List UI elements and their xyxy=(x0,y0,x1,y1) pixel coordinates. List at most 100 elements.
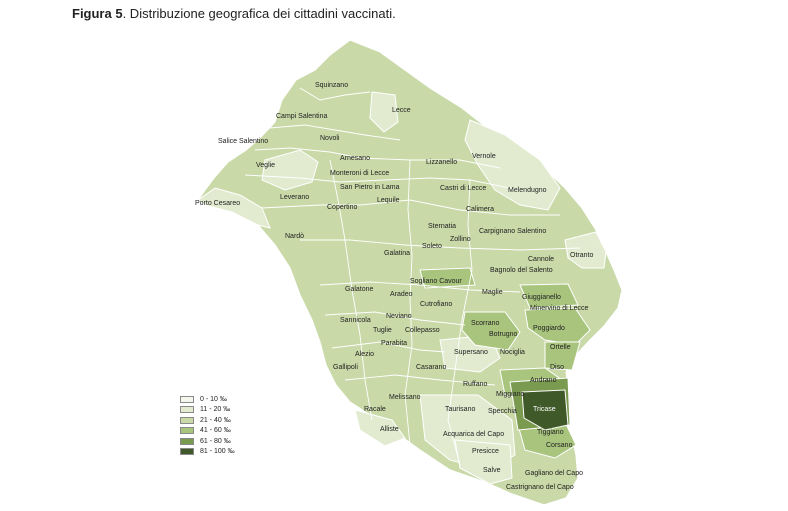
figure-title: . Distribuzione geografica dei cittadini… xyxy=(122,6,396,21)
legend-item: 61 - 80 ‰ xyxy=(180,436,235,446)
label-andrano: Andrano xyxy=(530,377,557,384)
label-neviano: Neviano xyxy=(386,313,412,320)
legend-swatch xyxy=(180,416,194,424)
region-veglie xyxy=(261,149,319,191)
label-miggiano: Miggiano xyxy=(496,391,525,398)
region-giuggianello xyxy=(519,283,579,309)
label-otranto: Otranto xyxy=(570,252,593,259)
label-calimera: Calimera xyxy=(466,206,494,213)
label-supersano: Supersano xyxy=(454,349,488,356)
place-labels: Squinzano Lecce Campi Salentina Novoli S… xyxy=(195,82,593,491)
legend-label: 11 - 20 ‰ xyxy=(200,406,231,413)
label-minervino-di-lecce: Minervino di Lecce xyxy=(530,305,588,312)
figure-number: Figura 5 xyxy=(72,6,123,21)
label-lizzanello: Lizzanello xyxy=(426,159,457,166)
label-corsano: Corsano xyxy=(546,442,573,449)
label-leverano: Leverano xyxy=(280,194,309,201)
region-scorrano xyxy=(461,311,521,351)
legend-label: 41 - 60 ‰ xyxy=(200,427,231,434)
label-melissano: Melissano xyxy=(389,394,421,401)
legend-item: 21 - 40 ‰ xyxy=(180,415,235,425)
label-alliste: Alliste xyxy=(380,426,399,433)
legend-item: 11 - 20 ‰ xyxy=(180,405,235,415)
legend-label: 61 - 80 ‰ xyxy=(200,437,231,445)
label-lecce: Lecce xyxy=(392,107,411,114)
label-casarano: Casarano xyxy=(416,364,446,371)
region-vernole-melendugno xyxy=(464,119,561,211)
label-sternatia: Sternatia xyxy=(428,223,456,230)
label-veglie: Veglie xyxy=(256,162,275,169)
label-cannole: Cannole xyxy=(528,256,554,263)
region-tricase xyxy=(521,389,569,431)
region-sogliano xyxy=(419,267,476,289)
label-bagnolo-del-salento: Bagnolo del Salento xyxy=(490,267,553,274)
label-campi-salentina: Campi Salentina xyxy=(276,113,327,120)
map-legend: 0 - 10 ‰ 11 - 20 ‰ 21 - 40 ‰ 41 - 60 ‰ 6… xyxy=(180,394,235,457)
region-ortelle xyxy=(544,341,581,371)
label-arnesano: Arnesano xyxy=(340,155,370,162)
label-gagliano-del-capo: Gagliano del Capo xyxy=(525,470,583,477)
label-alezio: Alezio xyxy=(355,351,374,358)
label-salice-salentino: Salice Salentino xyxy=(218,138,268,145)
label-sannicola: Sannicola xyxy=(340,317,371,324)
municipal-boundaries xyxy=(244,87,581,466)
label-squinzano: Squinzano xyxy=(315,82,348,89)
region-otranto xyxy=(564,231,607,269)
label-melendugno: Melendugno xyxy=(508,187,547,194)
label-botrugno: Botrugno xyxy=(489,331,518,338)
label-presicce: Presicce xyxy=(472,448,499,455)
label-vernole: Vernole xyxy=(472,153,496,160)
label-castrignano-del-capo: Castrignano del Capo xyxy=(506,484,574,491)
label-san-pietro-in-lama: San Pietro in Lama xyxy=(340,184,400,191)
label-nociglia: Nociglia xyxy=(500,349,525,356)
region-lecce-city xyxy=(369,91,399,133)
label-tiggiano: Tiggiano xyxy=(537,429,564,436)
label-galatone: Galatone xyxy=(345,286,374,293)
label-lequile: Lequile xyxy=(377,197,400,204)
figure-caption: Figura 5. Distribuzione geografica dei c… xyxy=(72,6,396,21)
label-novoli: Novoli xyxy=(320,135,340,142)
label-zollino: Zollino xyxy=(450,236,471,243)
label-maglie: Maglie xyxy=(482,289,503,296)
legend-label: 81 - 100 ‰ xyxy=(200,448,235,455)
label-tricase: Tricase xyxy=(533,406,556,413)
legend-swatch xyxy=(180,427,194,434)
legend-item: 41 - 60 ‰ xyxy=(180,426,235,436)
label-galatina: Galatina xyxy=(384,250,410,257)
region-presicce-salve xyxy=(454,439,513,485)
region-alliste xyxy=(354,409,406,447)
label-sogliano-cavour: Sogliano Cavour xyxy=(410,278,462,285)
label-tuglie: Tuglie xyxy=(373,327,392,334)
label-copertino: Copertino xyxy=(327,204,357,211)
region-porto-cesareo xyxy=(197,187,271,229)
label-collepasso: Collepasso xyxy=(405,327,440,334)
legend-item: 0 - 10 ‰ xyxy=(180,394,235,404)
label-taurisano: Taurisano xyxy=(445,406,475,413)
label-scorrano: Scorrano xyxy=(471,320,500,327)
label-salve: Salve xyxy=(483,467,501,474)
label-ruffano: Ruffano xyxy=(463,381,487,388)
label-cutrofiano: Cutrofiano xyxy=(420,301,452,308)
label-specchia: Specchia xyxy=(488,408,517,415)
label-soleto: Soleto xyxy=(422,243,442,250)
label-ortelle: Ortelle xyxy=(550,344,571,351)
legend-swatch xyxy=(180,406,194,413)
label-castri-di-lecce: Castri di Lecce xyxy=(440,185,486,192)
label-racale: Racale xyxy=(364,406,386,413)
label-acquarica-del-capo: Acquarica del Capo xyxy=(443,431,504,438)
legend-label: 0 - 10 ‰ xyxy=(200,395,227,403)
label-monteroni-di-lecce: Monteroni di Lecce xyxy=(330,170,389,177)
legend-swatch xyxy=(180,437,194,445)
legend-item: 81 - 100 ‰ xyxy=(180,447,235,457)
label-aradeo: Aradeo xyxy=(390,291,413,298)
label-diso: Diso xyxy=(550,364,564,371)
label-poggiardo: Poggiardo xyxy=(533,325,565,332)
label-carpignano-salentino: Carpignano Salentino xyxy=(479,228,546,235)
label-gallipoli: Gallipoli xyxy=(333,364,358,371)
label-giuggianello: Giuggianello xyxy=(522,294,561,301)
legend-label: 21 - 40 ‰ xyxy=(200,416,231,424)
label-parabita: Parabita xyxy=(381,340,407,347)
legend-swatch xyxy=(180,395,194,403)
label-porto-cesareo: Porto Cesareo xyxy=(195,200,240,207)
